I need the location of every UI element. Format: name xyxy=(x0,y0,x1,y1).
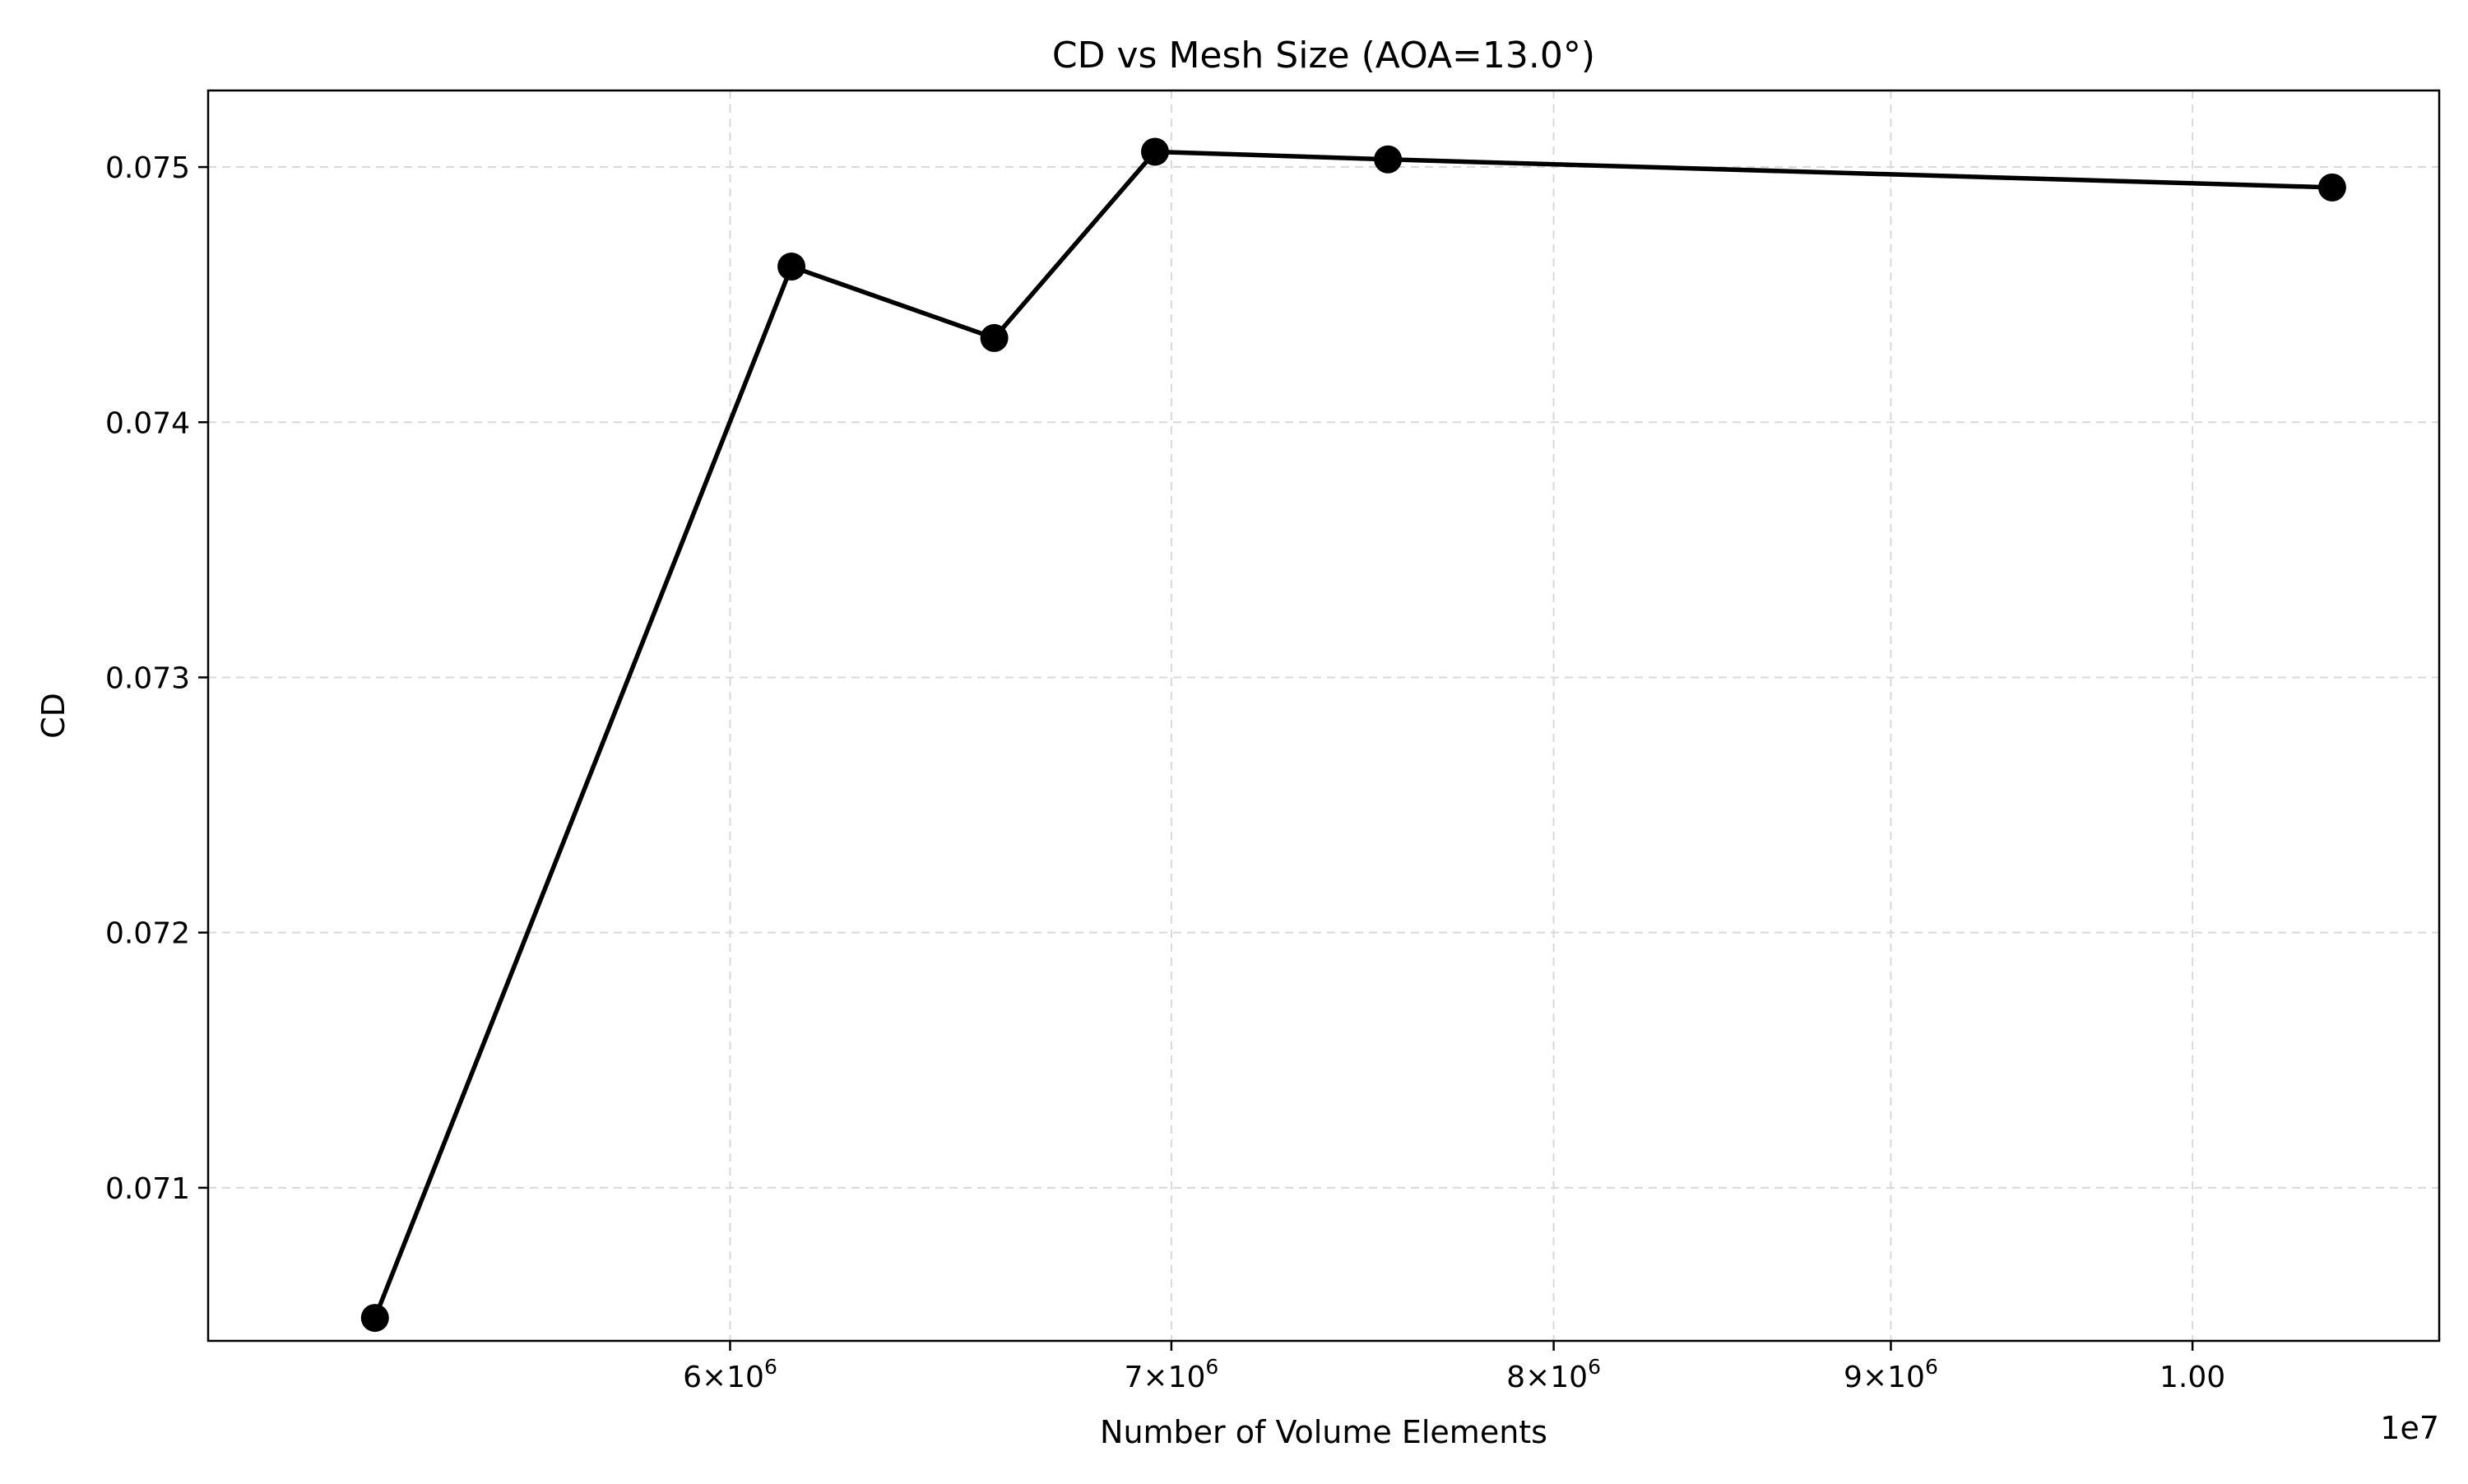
x-tick-label: 7×106 xyxy=(1125,1355,1219,1394)
y-tick-label: 0.072 xyxy=(105,917,190,951)
data-point xyxy=(2317,173,2346,202)
x-tick-label: 8×106 xyxy=(1506,1355,1601,1394)
tick-layer: 0.071 0.072 0.073 0.074 0.075 6×106 7×106 8×106… xyxy=(105,151,2225,1394)
data-point xyxy=(1374,145,1403,174)
x-axis-label: Number of Volume Elements xyxy=(1100,1414,1547,1450)
grid-layer xyxy=(208,90,2439,1341)
series-line xyxy=(373,149,2332,1319)
data-point xyxy=(1140,137,1169,166)
data-point xyxy=(777,253,806,281)
y-tick-label: 0.071 xyxy=(105,1172,190,1206)
y-tick-label: 0.074 xyxy=(105,406,190,440)
chart-title: CD vs Mesh Size (AOA=13.0°) xyxy=(1052,35,1595,77)
y-tick-label: 0.073 xyxy=(105,661,190,695)
series-layer xyxy=(360,137,2346,1333)
x-tick-label: 9×106 xyxy=(1844,1355,1938,1394)
data-point xyxy=(360,1304,389,1333)
x-tick-label: 1.00 xyxy=(2160,1361,2225,1394)
y-tick-label: 0.075 xyxy=(105,151,190,185)
x-axis-offset-label: 1e7 xyxy=(2380,1410,2439,1446)
y-axis-label: CD xyxy=(35,693,72,739)
plot-frame xyxy=(206,89,2441,1343)
x-tick-label: 6×106 xyxy=(683,1355,777,1394)
data-point xyxy=(980,323,1009,352)
